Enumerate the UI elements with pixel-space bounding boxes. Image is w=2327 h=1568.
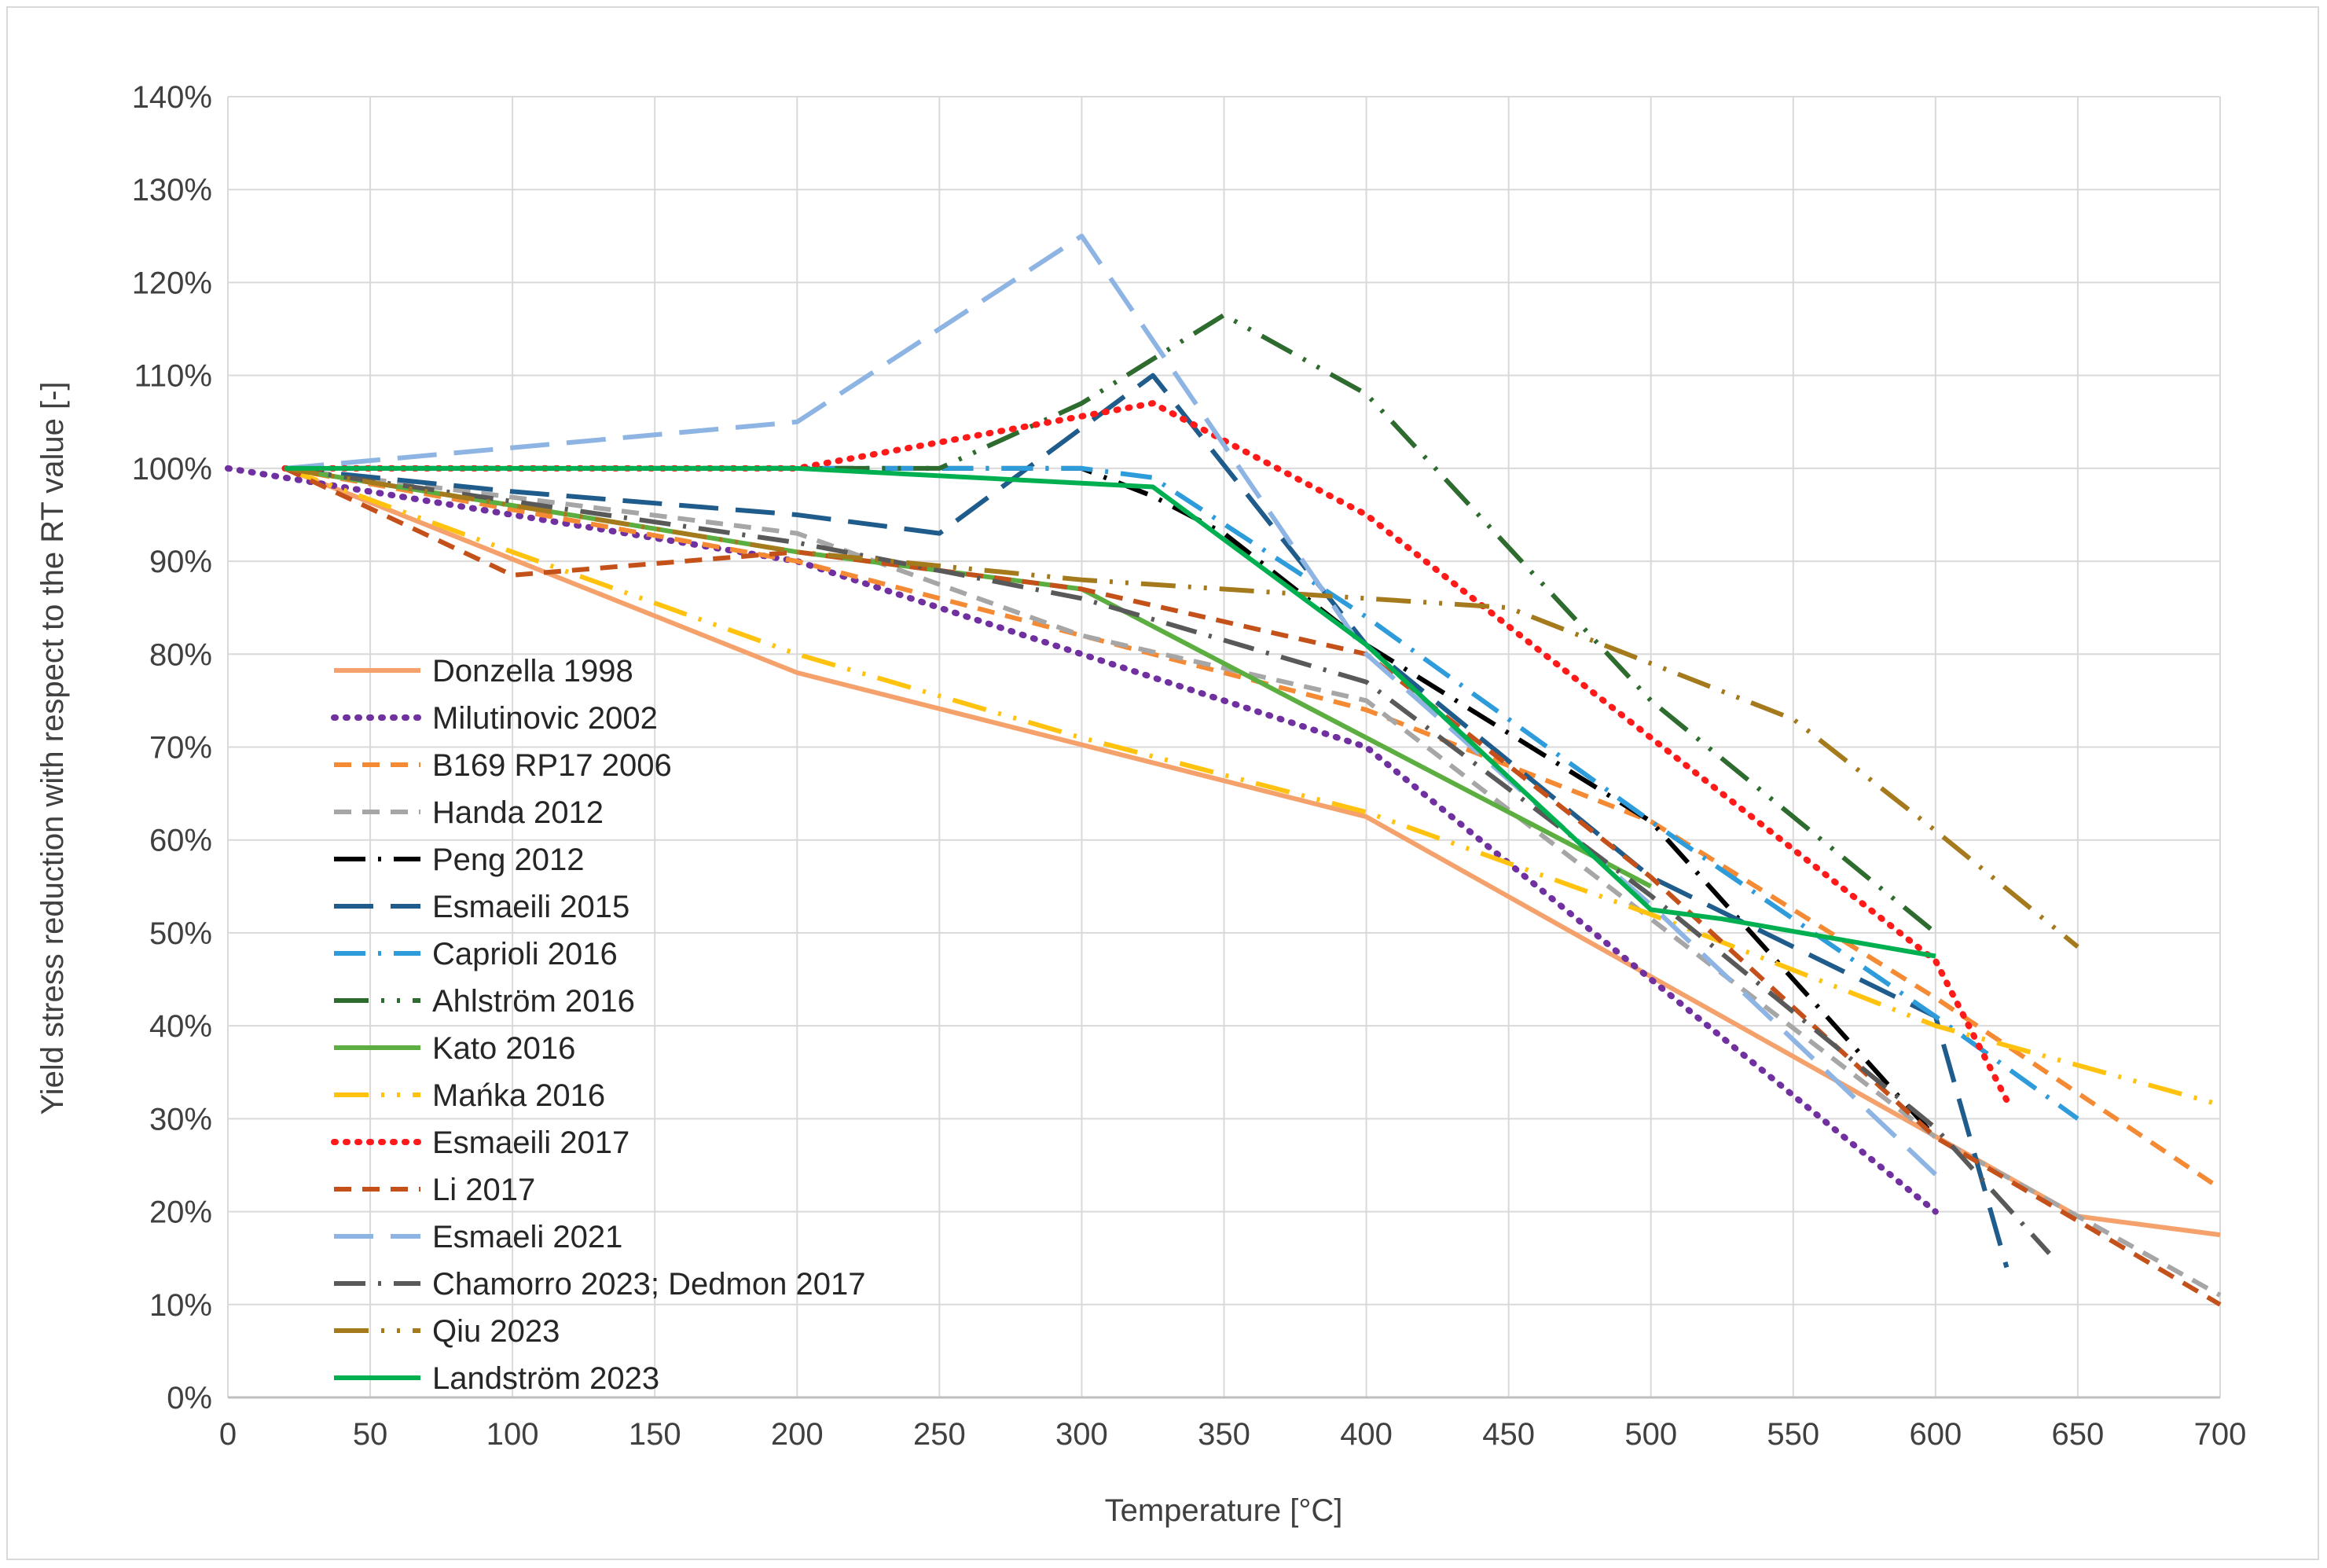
legend-label: Chamorro 2023; Dedmon 2017 [432, 1267, 865, 1302]
legend-item: Kato 2016 [334, 1031, 575, 1066]
y-tick-label: 40% [149, 1009, 212, 1044]
legend-label: Caprioli 2016 [432, 937, 618, 971]
series-line-handa-2012 [284, 465, 2222, 1298]
y-tick-label: 90% [149, 545, 212, 579]
legend-label: Li 2017 [432, 1173, 535, 1207]
x-tick-label: 200 [771, 1417, 824, 1452]
series-layer [225, 233, 2222, 1307]
y-tick-label: 30% [149, 1102, 212, 1137]
series-line-esmaeli-2021 [284, 233, 1937, 1177]
x-tick-label: 50 [353, 1417, 388, 1452]
legend-label: B169 RP17 2006 [432, 748, 672, 783]
y-tick-label: 0% [167, 1381, 212, 1416]
legend-item: Esmaeili 2017 [331, 1126, 629, 1160]
legend-item: Peng 2012 [334, 843, 585, 877]
legend-item: Esmaeili 2015 [334, 890, 629, 924]
x-tick-label: 450 [1482, 1417, 1535, 1452]
legend-item: Ahlström 2016 [334, 984, 635, 1019]
x-tick-label: 300 [1055, 1417, 1108, 1452]
legend: Donzella 1998 Milutinovic 2002 B169 RP17 2… [331, 654, 865, 1396]
series-line-esmaeili-2017 [281, 400, 2010, 1103]
legend-label: Esmaeili 2015 [432, 890, 629, 924]
x-tick-label: 150 [629, 1417, 681, 1452]
x-axis-title: Temperature [°C] [1105, 1493, 1343, 1528]
chart-frame [6, 6, 2319, 1560]
legend-item: Landström 2023 [334, 1361, 659, 1396]
x-tick-label: 400 [1340, 1417, 1393, 1452]
series-line-chamorro-2023-dedmon-2017 [284, 465, 2051, 1255]
series-line-ahlstr-m-2016 [284, 312, 1937, 935]
x-tick-label: 0 [219, 1417, 237, 1452]
y-tick-label: 120% [132, 266, 212, 300]
legend-item: B169 RP17 2006 [334, 748, 672, 783]
y-tick-label: 140% [132, 80, 212, 115]
y-tick-label: 50% [149, 916, 212, 951]
y-tick-label: 100% [132, 452, 212, 487]
series-line-b169-rp17-2006 [284, 465, 2222, 1191]
legend-label: Donzella 1998 [432, 654, 633, 689]
legend-item: Chamorro 2023; Dedmon 2017 [334, 1267, 865, 1302]
legend-label: Esmaeli 2021 [432, 1220, 622, 1254]
y-tick-label: 70% [149, 731, 212, 766]
legend-item: Donzella 1998 [334, 654, 633, 689]
y-tick-label: 10% [149, 1288, 212, 1323]
legend-label: Handa 2012 [432, 795, 604, 830]
series-line-esmaeili-2015 [284, 373, 2010, 1269]
y-tick-label: 80% [149, 637, 212, 672]
x-tick-label: 550 [1767, 1417, 1819, 1452]
x-tick-label: 700 [2194, 1417, 2247, 1452]
legend-label: Kato 2016 [432, 1031, 575, 1066]
legend-label: Milutinovic 2002 [432, 701, 658, 736]
x-tick-label: 350 [1198, 1417, 1250, 1452]
series-line-donzella-1998 [284, 466, 2221, 1238]
legend-item: Caprioli 2016 [334, 937, 618, 971]
y-tick-label: 130% [132, 173, 212, 207]
y-tick-label: 20% [149, 1195, 212, 1230]
legend-label: Ahlström 2016 [432, 984, 635, 1019]
x-tick-label: 250 [913, 1417, 966, 1452]
series-line-qiu-2023 [284, 465, 2079, 949]
legend-item: Mańka 2016 [334, 1078, 605, 1113]
x-tick-label: 100 [486, 1417, 539, 1452]
legend-item: Handa 2012 [334, 795, 604, 830]
x-tick-label: 500 [1624, 1417, 1677, 1452]
legend-label: Esmaeili 2017 [432, 1126, 629, 1160]
legend-label: Peng 2012 [432, 843, 585, 877]
legend-item: Li 2017 [334, 1173, 535, 1207]
legend-item: Milutinovic 2002 [331, 701, 658, 736]
legend-item: Qiu 2023 [334, 1314, 560, 1349]
tick-layer: 0% 10% 20% 30% 40% 50% 60% 70% 80% 90% 100% 110% 120… [132, 80, 2247, 1452]
series-line-li-2017 [284, 466, 2222, 1307]
x-tick-label: 650 [2052, 1417, 2105, 1452]
legend-label: Landström 2023 [432, 1361, 659, 1396]
y-tick-label: 60% [149, 824, 212, 858]
legend-label: Mańka 2016 [432, 1078, 605, 1113]
y-tick-label: 110% [134, 359, 212, 394]
x-tick-label: 600 [1909, 1417, 1962, 1452]
legend-label: Qiu 2023 [432, 1314, 560, 1349]
series-line-landstr-m-2023 [284, 465, 1936, 959]
y-axis-title: Yield stress reduction with respect to t… [35, 381, 70, 1114]
legend-item: Esmaeli 2021 [334, 1220, 622, 1254]
series-line-caprioli-2016 [284, 465, 2079, 1121]
